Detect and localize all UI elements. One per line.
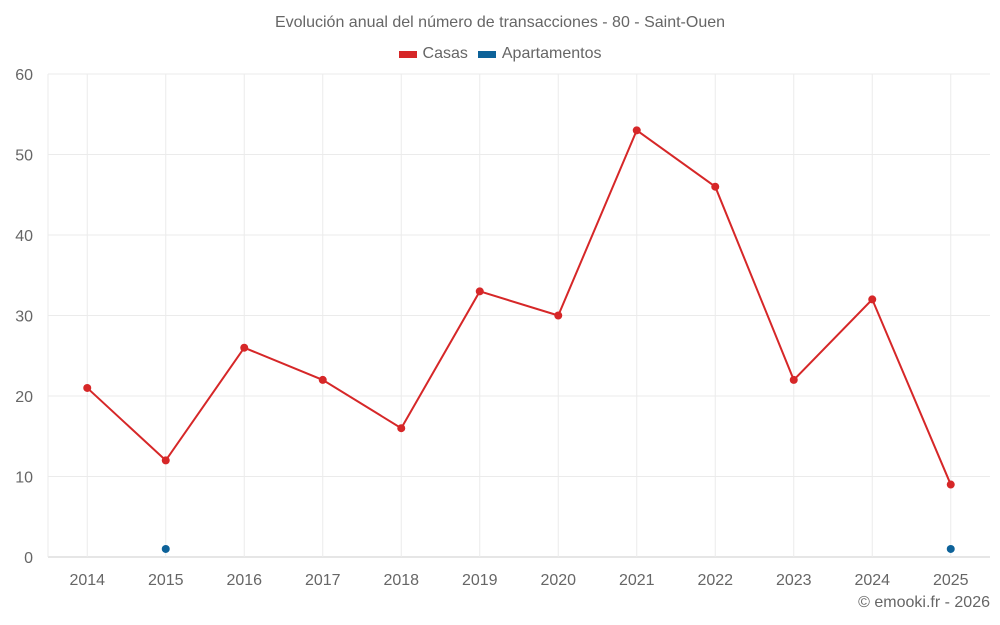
data-point-casas[interactable]: [554, 311, 563, 320]
data-point-casas[interactable]: [318, 375, 327, 384]
credit-text: © emooki.fr - 2026: [858, 594, 990, 611]
data-point-casas[interactable]: [83, 383, 92, 392]
x-tick-label: 2022: [697, 572, 733, 589]
x-tick-label: 2017: [305, 572, 341, 589]
y-tick-label: 60: [15, 67, 33, 84]
data-point-casas[interactable]: [161, 456, 170, 465]
legend-item-apartamentos[interactable]: Apartamentos: [477, 45, 602, 63]
legend-swatch-apartamentos: [477, 50, 496, 58]
y-tick-label: 50: [15, 148, 33, 165]
x-tick-label: 2019: [462, 572, 498, 589]
data-point-casas[interactable]: [789, 375, 798, 384]
data-point-casas[interactable]: [711, 182, 720, 191]
x-tick-label: 2023: [776, 572, 812, 589]
x-tick-label: 2014: [69, 572, 105, 589]
data-point-casas[interactable]: [868, 295, 877, 304]
chart-title: Evolución anual del número de transaccio…: [274, 14, 726, 31]
y-tick-label: 20: [15, 389, 33, 406]
x-tick-label: 2024: [854, 572, 890, 589]
x-tick-label: 2016: [226, 572, 262, 589]
chart-legend: Casas Apartamentos: [0, 45, 1000, 63]
x-tick-label: 2021: [619, 572, 655, 589]
x-tick-label: 2018: [383, 572, 419, 589]
x-tick-label: 2025: [933, 572, 969, 589]
legend-label-apartamentos: Apartamentos: [501, 45, 602, 62]
data-point-apartamentos[interactable]: [161, 544, 170, 553]
legend-item-casas[interactable]: Casas: [398, 45, 468, 63]
data-point-casas[interactable]: [397, 424, 406, 433]
y-tick-label: 40: [15, 228, 33, 245]
data-point-casas[interactable]: [946, 480, 955, 489]
data-point-apartamentos[interactable]: [946, 544, 955, 553]
y-tick-label: 10: [15, 470, 33, 487]
y-tick-label: 0: [24, 550, 33, 567]
data-point-casas[interactable]: [632, 126, 641, 135]
legend-label-casas: Casas: [422, 45, 468, 62]
y-tick-label: 30: [15, 309, 33, 326]
data-point-casas[interactable]: [475, 287, 484, 296]
x-tick-label: 2020: [540, 572, 576, 589]
data-point-casas[interactable]: [240, 343, 249, 352]
x-tick-label: 2015: [148, 572, 184, 589]
series-line-casas: [86, 128, 952, 485]
legend-swatch-casas: [398, 50, 417, 58]
